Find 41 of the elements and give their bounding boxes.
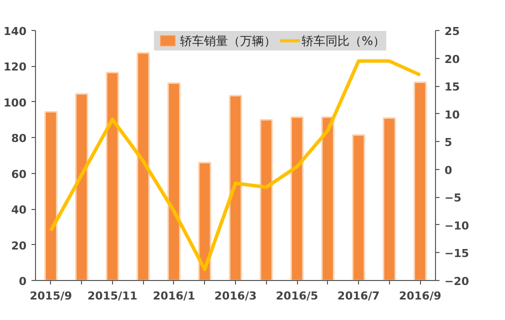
y-tick-label: 20 — [11, 239, 27, 252]
y2-tick-label: −15 — [444, 247, 470, 260]
legend-label: 轿车销量（万辆） — [180, 34, 276, 48]
bar — [352, 134, 366, 280]
bar — [414, 82, 427, 280]
x-tick-label: 2015/11 — [87, 290, 138, 302]
y2-tick-label: 25 — [444, 25, 460, 38]
x-tick-label: 2016/7 — [337, 290, 380, 302]
x-tick-label: 2016/5 — [276, 290, 318, 302]
y-tick-label: 60 — [11, 168, 27, 181]
legend-label: 轿车同比（%） — [302, 34, 386, 48]
x-tick-label: 2016/1 — [152, 290, 196, 302]
y2-tick-label: −20 — [444, 275, 470, 288]
y-tick-label: 40 — [11, 204, 27, 217]
bar — [198, 162, 212, 280]
y2-tick-label: 0 — [444, 164, 452, 177]
line-series — [49, 59, 422, 272]
bar — [75, 93, 88, 280]
y-tick-label: 100 — [4, 96, 27, 110]
bar — [167, 82, 181, 280]
x-tick-label: 2015/9 — [30, 290, 72, 302]
y-tick-label: 140 — [4, 25, 27, 38]
bar — [382, 117, 396, 280]
x-tick-label: 2016/9 — [398, 290, 442, 302]
x-tick-label: 2016/3 — [214, 290, 257, 302]
y2-tick-label: −5 — [444, 192, 462, 205]
bar — [260, 119, 273, 280]
bar — [136, 52, 150, 280]
bar — [106, 72, 120, 280]
bar — [290, 116, 304, 280]
bar — [44, 111, 58, 280]
y2-tick-label: 10 — [444, 108, 460, 122]
bar — [321, 116, 334, 280]
y-tick-label: 120 — [4, 60, 27, 74]
y2-tick-label: 15 — [444, 80, 460, 94]
y2-tick-label: 5 — [444, 136, 452, 150]
y2-tick-label: 20 — [444, 52, 460, 66]
y2-tick-label: −10 — [444, 219, 470, 232]
y-tick-label: 0 — [18, 275, 27, 288]
y-tick-label: 80 — [11, 132, 27, 146]
bar — [228, 94, 242, 280]
